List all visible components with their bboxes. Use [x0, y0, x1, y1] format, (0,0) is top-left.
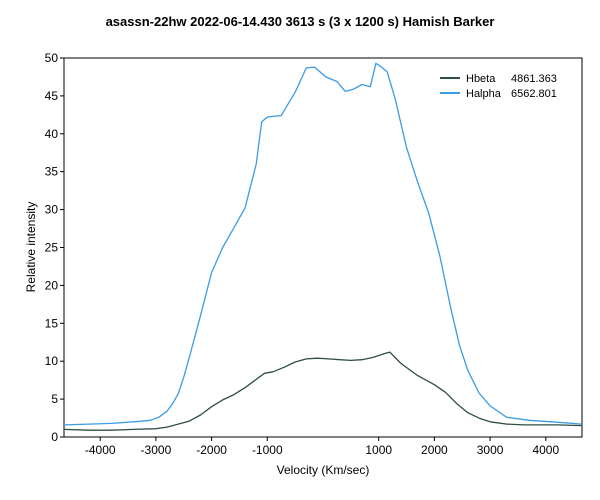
legend-value-hbeta: 4861.363	[511, 73, 557, 85]
x-tick-label: -1000	[252, 443, 283, 457]
y-tick-label: 45	[45, 89, 59, 103]
y-tick-label: 25	[45, 241, 59, 255]
series-layer	[63, 62, 583, 431]
y-axis-label: Relative intensity	[24, 202, 38, 293]
plot-area	[63, 57, 583, 438]
x-tick-label: -4000	[85, 443, 116, 457]
x-tick-label: 4000	[532, 443, 559, 457]
x-tick-label: -2000	[196, 443, 227, 457]
x-tick-label: -3000	[141, 443, 172, 457]
y-axis: 0 5 10 15 20 25 30 35 40 45 50	[45, 51, 64, 444]
y-tick-label: 5	[51, 392, 58, 406]
y-tick-label: 40	[45, 127, 59, 141]
series-line-hbeta	[63, 351, 583, 431]
y-tick-label: 20	[45, 278, 59, 292]
legend-value-halpha: 6562.801	[511, 88, 557, 100]
legend-label-hbeta: Hbeta	[466, 73, 496, 85]
y-tick-label: 35	[45, 165, 59, 179]
y-tick-label: 50	[45, 51, 59, 65]
x-tick-label: 2000	[421, 443, 448, 457]
y-tick-label: 15	[45, 316, 59, 330]
legend-label-halpha: Halpha	[466, 88, 502, 100]
x-axis: -4000 -3000 -2000 -1000 1000 2000 3000 4000	[85, 437, 559, 457]
chart-title: asassn-22hw 2022-06-14.430 3613 s (3 x 1…	[106, 14, 495, 29]
legend: Hbeta 4861.363 Halpha 6562.801	[440, 73, 557, 100]
x-tick-label: 3000	[477, 443, 504, 457]
y-tick-label: 30	[45, 203, 59, 217]
x-tick-label: 1000	[365, 443, 392, 457]
x-axis-label: Velocity (Km/sec)	[277, 463, 370, 477]
y-tick-label: 10	[45, 354, 59, 368]
series-line-halpha	[63, 62, 583, 426]
y-tick-label: 0	[51, 430, 58, 444]
